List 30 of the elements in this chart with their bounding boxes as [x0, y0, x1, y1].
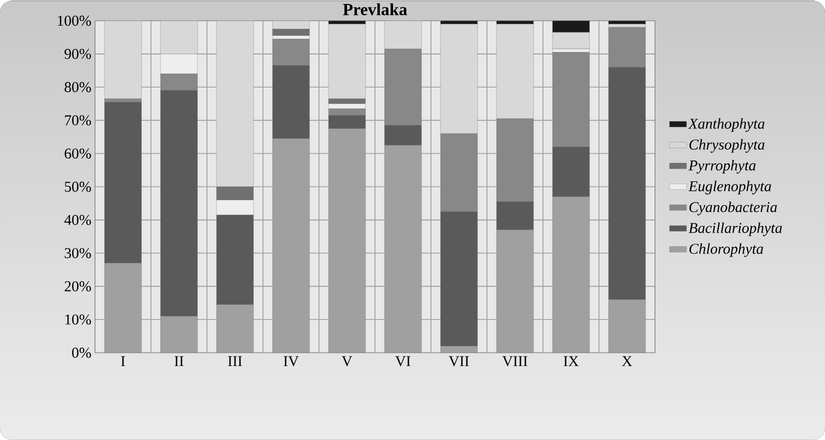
x-tick-label: I — [121, 356, 125, 366]
x-tick-label: III — [228, 356, 242, 366]
legend-label: Xanthophyta — [688, 118, 764, 132]
x-tick-label: II — [174, 356, 184, 366]
y-tick-label: 70% — [65, 115, 91, 126]
legend-label: Pyrrophyta — [688, 160, 756, 174]
y-tick-label: 50% — [64, 182, 91, 192]
chart-title: Prevlaka — [343, 3, 408, 16]
legend-label: Cyanobacteria — [689, 202, 777, 216]
bar — [104, 20, 142, 99]
y-tick-label: 90% — [64, 48, 91, 60]
y-tick-label: 40% — [64, 214, 91, 226]
y-tick-label: 0% — [72, 348, 91, 358]
x-tick-label: X — [622, 356, 632, 366]
legend-label: Bacillariophyta — [688, 222, 782, 236]
x-tick-label: IX — [564, 356, 579, 366]
x-tick-label: V — [342, 356, 352, 366]
legend-label: Euglenophyta — [688, 180, 772, 195]
x-tick-label: VII — [448, 356, 469, 366]
y-tick-label: 60% — [64, 148, 91, 159]
x-tick-label: VIII — [502, 356, 528, 366]
x-tick-label: IV — [284, 356, 299, 366]
y-tick-label: 100% — [58, 16, 91, 26]
y-tick-label: 20% — [64, 281, 91, 292]
legend-label: Chrysophyta — [689, 139, 764, 153]
y-tick-label: 80% — [64, 82, 91, 92]
y-tick-label: 10% — [65, 314, 91, 325]
legend-label: Chlorophyta — [689, 243, 764, 258]
x-tick-label: VI — [395, 356, 410, 366]
y-tick-label: 30% — [64, 248, 91, 258]
